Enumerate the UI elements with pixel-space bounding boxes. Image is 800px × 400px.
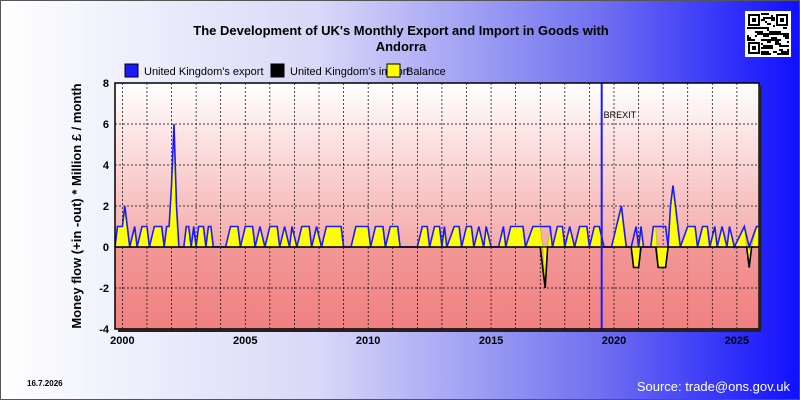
chart-title: The Development of UK's Monthly Export a… xyxy=(151,23,651,55)
y-tick-label: 2 xyxy=(103,201,109,213)
legend-swatch xyxy=(386,63,401,78)
y-tick-label: -4 xyxy=(99,324,110,336)
x-tick-label: 2010 xyxy=(356,335,380,347)
x-tick-label: 2000 xyxy=(110,335,134,347)
y-tick-label: 4 xyxy=(103,160,110,172)
title-line-1: The Development of UK's Monthly Export a… xyxy=(193,23,609,38)
y-axis-label: Money flow (+in -out) * Million £ / mont… xyxy=(69,83,84,328)
legend-label: Balance xyxy=(406,66,446,78)
x-tick-label: 2005 xyxy=(233,335,257,347)
qr-code-icon xyxy=(745,11,791,57)
x-tick-label: 2025 xyxy=(725,335,749,347)
legend-label: United Kingdom's export xyxy=(144,66,264,78)
x-tick-label: 2015 xyxy=(479,335,503,347)
brexit-label: BREXIT xyxy=(604,110,637,120)
title-line-2: Andorra xyxy=(375,39,427,54)
source-text: Source: trade@ons.gov.uk xyxy=(636,379,790,394)
y-tick-label: 8 xyxy=(103,78,109,90)
y-tick-label: -2 xyxy=(99,283,109,295)
date-stamp: 16.7.2026 xyxy=(27,379,63,388)
legend-label: United Kingdom's import xyxy=(290,66,410,78)
legend-swatch xyxy=(270,63,285,78)
y-tick-label: 6 xyxy=(103,119,109,131)
legend-swatch xyxy=(124,63,139,78)
x-tick-label: 2020 xyxy=(602,335,626,347)
y-tick-label: 0 xyxy=(103,242,109,254)
